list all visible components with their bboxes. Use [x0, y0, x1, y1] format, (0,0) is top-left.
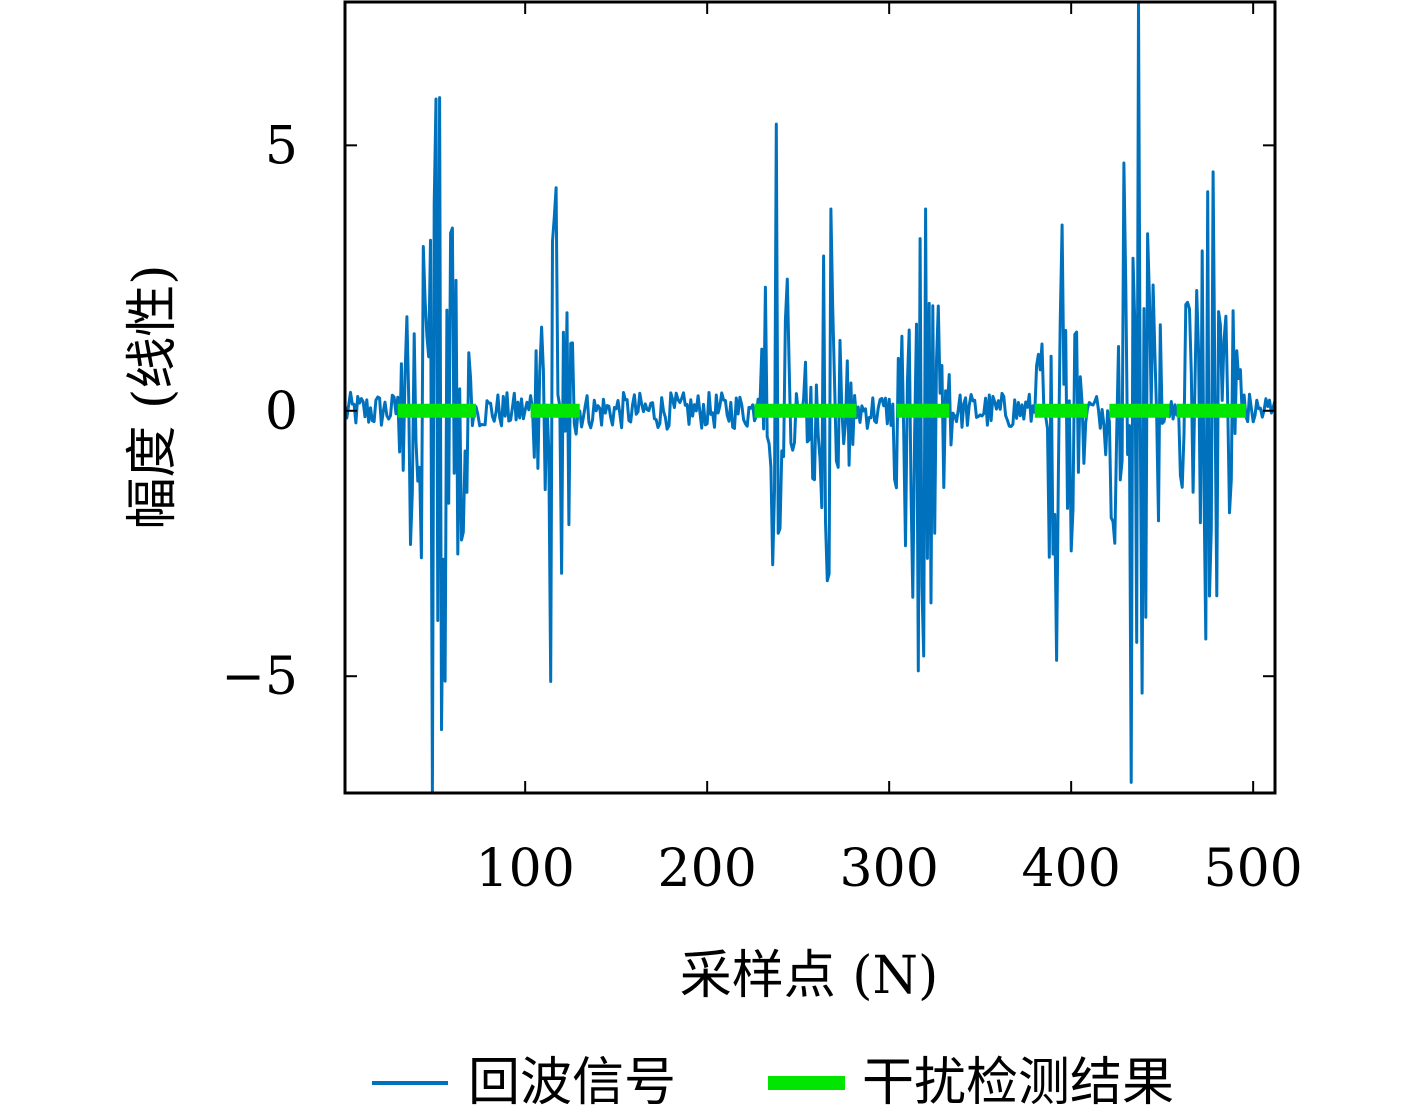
y-tick-label: 5: [265, 116, 298, 176]
legend-label-signal: 回波信号: [468, 1053, 676, 1113]
x-tick-label: 300: [840, 839, 939, 899]
x-tick-label: 100: [476, 839, 575, 899]
axes: 100 200 300 400 500 −5 0 5: [221, 0, 1303, 899]
series-layer: [343, 0, 1277, 795]
series-signal-line: [343, 0, 1277, 795]
plot-frame: [343, 0, 1277, 795]
x-tick-label: 400: [1022, 839, 1121, 899]
x-tick-label: 200: [658, 839, 757, 899]
x-axis-label: 采样点 (N): [680, 946, 939, 1006]
y-tick-label: −5: [221, 647, 298, 707]
x-tick-label: 500: [1204, 839, 1303, 899]
legend: 回波信号 干扰检测结果: [372, 1053, 1174, 1113]
y-axis-label: 幅度 (线性): [123, 264, 183, 529]
y-tick-label: 0: [265, 382, 298, 442]
legend-label-detection: 干扰检测结果: [862, 1053, 1174, 1113]
